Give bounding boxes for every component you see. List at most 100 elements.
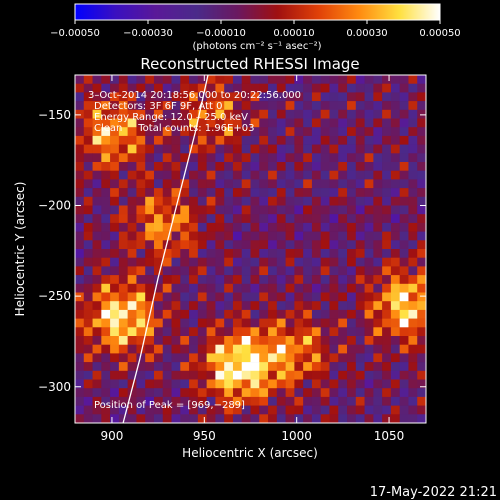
heatmap-cell [417, 353, 426, 363]
heatmap-cell [364, 301, 374, 311]
heatmap-cell [276, 162, 286, 171]
heatmap-cell [127, 396, 137, 406]
heatmap-cell [364, 414, 374, 423]
heatmap-cell [373, 275, 383, 285]
heatmap-cell [92, 109, 102, 119]
heatmap-cell [224, 309, 234, 319]
x-tick-label: 1050 [374, 429, 405, 443]
heatmap-cell [329, 309, 339, 319]
heatmap-cell [417, 266, 426, 276]
x-tick-label: 1000 [281, 429, 312, 443]
heatmap-cell [232, 249, 243, 258]
heatmap-cell [110, 379, 120, 389]
heatmap-cell [320, 370, 330, 380]
heatmap-cell [215, 370, 225, 380]
heatmap-cell [153, 362, 164, 372]
heatmap-cell [320, 353, 330, 363]
heatmap-cell [136, 309, 146, 319]
heatmap-cell [232, 275, 243, 285]
heatmap-cell [241, 135, 251, 145]
heatmap-cell [355, 336, 365, 345]
heatmap-cell [127, 188, 137, 198]
heatmap-cell [162, 118, 172, 128]
heatmap-cell [162, 353, 172, 363]
heatmap-cell [408, 249, 418, 258]
heatmap-cell [294, 344, 304, 354]
heatmap-cell [268, 292, 278, 302]
heatmap-cell [399, 170, 409, 180]
heatmap-cell [311, 188, 322, 198]
heatmap-cell [215, 75, 225, 84]
heatmap-cell [101, 370, 111, 380]
heatmap-cell [408, 222, 418, 232]
heatmap-cell [250, 205, 260, 215]
heatmap-cell [224, 275, 234, 285]
heatmap-cell [373, 240, 383, 250]
heatmap-cell [417, 370, 426, 380]
heatmap-cell [206, 118, 216, 128]
heatmap-cell [136, 231, 146, 241]
heatmap-cell [382, 301, 392, 311]
heatmap-cell [83, 162, 93, 171]
heatmap-cell [171, 162, 181, 171]
heatmap-cell [136, 144, 146, 154]
heatmap-cell [303, 292, 313, 302]
heatmap-cell [294, 292, 304, 302]
heatmap-cell [408, 318, 418, 328]
heatmap-cell [276, 405, 286, 415]
heatmap-cell [390, 301, 400, 311]
heatmap-cell [329, 283, 339, 293]
heatmap-cell [232, 362, 243, 372]
heatmap-cell [83, 414, 93, 423]
heatmap-cell [311, 396, 322, 406]
heatmap-cell [101, 162, 111, 171]
heatmap-cell [294, 301, 304, 311]
heatmap-cell [180, 275, 190, 285]
heatmap-cell [364, 275, 374, 285]
heatmap-cell [382, 109, 392, 119]
heatmap-cell [162, 362, 172, 372]
heatmap-cell [417, 144, 426, 154]
heatmap-cell [197, 162, 207, 171]
heatmap-cell [364, 153, 374, 163]
heatmap-cell [189, 92, 199, 102]
heatmap-cell [259, 162, 269, 171]
heatmap-cell [83, 109, 93, 119]
heatmap-cell [136, 75, 146, 84]
heatmap-cell [145, 396, 155, 406]
heatmap-cell [180, 301, 190, 311]
heatmap-cell [180, 101, 190, 111]
heatmap-cell [180, 353, 190, 363]
heatmap-cell [408, 327, 418, 337]
heatmap-cell [268, 249, 278, 258]
heatmap-cell [355, 379, 365, 389]
heatmap-cell [118, 214, 128, 224]
colorbar-tick-label: 0.00050 [419, 28, 460, 39]
heatmap-cell [162, 188, 172, 198]
heatmap-cell [382, 118, 392, 128]
heatmap-cell [232, 196, 243, 206]
heatmap-cell [136, 257, 146, 267]
heatmap-cell [162, 92, 172, 102]
heatmap-cell [320, 205, 330, 215]
heatmap-cell [197, 301, 207, 311]
heatmap-cell [75, 222, 85, 232]
heatmap-cell [101, 92, 111, 102]
heatmap-cell [118, 162, 128, 171]
heatmap-cell [294, 162, 304, 171]
heatmap-cell [118, 231, 128, 241]
heatmap-cell [250, 135, 260, 145]
heatmap-cell [189, 318, 199, 328]
heatmap-cell [285, 292, 295, 302]
colorbar-unit-label: (photons cm⁻² s⁻¹ asec⁻²) [192, 41, 321, 52]
heatmap-cell [355, 144, 365, 154]
heatmap-cell [276, 309, 286, 319]
heatmap-cell [320, 92, 330, 102]
heatmap-cell [268, 301, 278, 311]
heatmap-cell [101, 309, 111, 319]
heatmap-cell [206, 396, 216, 406]
heatmap-cell [417, 327, 426, 337]
heatmap-cell [153, 327, 164, 337]
heatmap-cell [145, 83, 155, 93]
heatmap-cell [153, 144, 164, 154]
